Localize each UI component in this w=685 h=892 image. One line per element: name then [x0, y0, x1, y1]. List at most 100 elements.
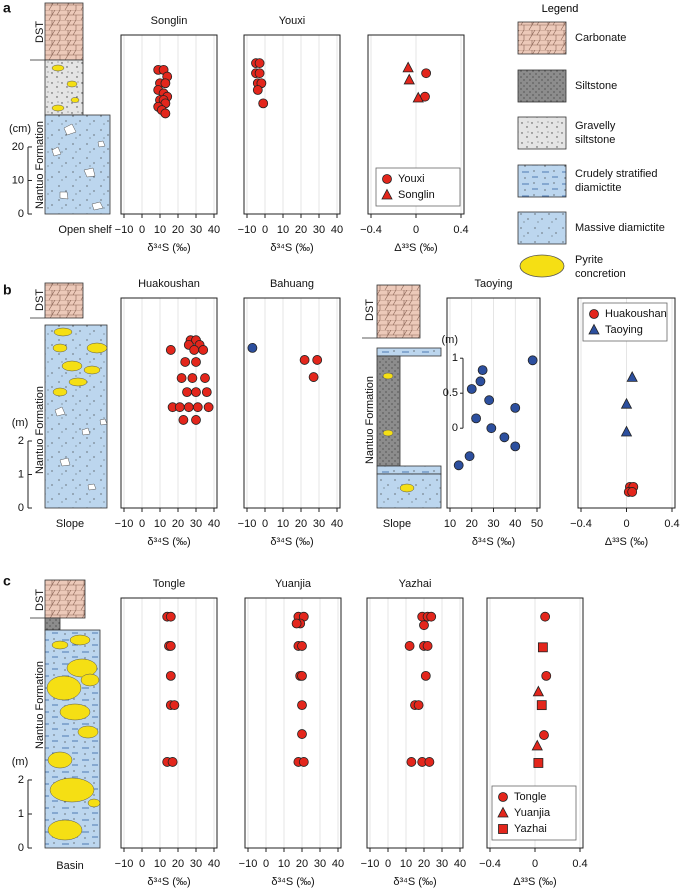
circle-marker [165, 641, 176, 651]
x-tick-label: 0 [385, 858, 391, 870]
circle-marker [426, 611, 437, 622]
x-tick-label: 10 [154, 858, 166, 870]
chart-title: Yuanjia [275, 578, 312, 590]
circle-marker [477, 365, 488, 376]
circle-marker [198, 345, 209, 355]
legend-label: Songlin [398, 189, 435, 201]
circle-marker [312, 355, 323, 365]
circle-marker [299, 355, 310, 365]
x-tick-label: 0.4 [664, 518, 679, 530]
circle-marker [182, 387, 192, 398]
x-tick-label: 10 [444, 518, 456, 530]
circle-marker [252, 85, 263, 95]
x-tick-label: 10 [154, 518, 166, 530]
legend-label: Taoying [605, 324, 643, 336]
plot-frame [486, 597, 584, 849]
x-tick-label: 20 [172, 518, 184, 530]
y-tick-label: 0 [18, 842, 24, 854]
legend-title: Legend [541, 3, 579, 15]
x-tick-label: 10 [278, 858, 290, 870]
circle-marker [541, 670, 552, 681]
plot-frame [120, 597, 218, 849]
x-tick-label: 0 [413, 224, 419, 236]
circle-marker [176, 373, 187, 383]
circle-marker [291, 618, 302, 629]
circle-marker [308, 372, 319, 382]
x-tick-label: 40 [208, 518, 220, 530]
panel-label: c [3, 573, 11, 589]
column-label: Nantuo Formation [34, 386, 46, 474]
circle-marker [203, 402, 214, 413]
y-axis-label: (m) [442, 334, 459, 346]
circle-marker [475, 376, 486, 387]
column-label: Nantuo Formation [34, 121, 46, 209]
square-marker [537, 642, 548, 653]
x-tick-label: 30 [313, 224, 325, 236]
circle-marker [424, 757, 435, 767]
setting-label: Slope [383, 518, 411, 530]
legend-label: Massive diamictite [575, 222, 665, 234]
circle-marker [189, 345, 200, 355]
x-axis-label: δ³⁴S (‰) [270, 536, 313, 548]
column-c [30, 579, 101, 849]
legend-label: Siltstone [575, 80, 618, 92]
y-tick-label: 0.5 [443, 387, 458, 399]
chart-title: Bahuang [270, 278, 314, 290]
circle-marker [254, 58, 265, 69]
x-tick-label: 20 [296, 858, 308, 870]
circle-marker [419, 620, 429, 631]
x-tick-label: −0.4 [479, 858, 501, 870]
chart-title: Taoying [475, 278, 513, 290]
x-tick-label: −10 [238, 224, 257, 236]
circle-marker [486, 423, 497, 434]
legend-label: Carbonate [575, 32, 627, 44]
y-axis-unit: (m) [12, 417, 29, 429]
legend-box [582, 302, 668, 342]
legend-label: Gravelly siltstone [575, 120, 616, 146]
x-tick-label: 30 [190, 858, 202, 870]
legend-label: Yuanjia [514, 807, 551, 819]
circle-marker [297, 700, 307, 711]
circle-marker [167, 757, 178, 767]
legend-label: Huakoushan [605, 308, 667, 320]
x-tick-label: 40 [509, 518, 521, 530]
circle-marker [404, 641, 415, 651]
triangle-marker [620, 425, 633, 437]
legend-label: Tongle [514, 791, 546, 803]
circle-marker [510, 402, 521, 413]
panel-label: a [3, 0, 11, 16]
x-tick-label: 0.4 [572, 858, 587, 870]
circle-marker [200, 373, 210, 383]
column-label: DST [364, 299, 376, 321]
x-tick-label: 40 [208, 858, 220, 870]
plot-frame [120, 34, 218, 215]
y-tick-label: 2 [18, 774, 24, 786]
plot-frame [243, 297, 341, 509]
x-axis-label: Δ³³S (‰) [394, 242, 437, 254]
legend-swatches [517, 21, 567, 278]
x-tick-label: 0 [262, 518, 268, 530]
triangle-marker [412, 91, 424, 103]
x-tick-label: 0 [262, 224, 268, 236]
column-label: Nantuo Formation [34, 661, 46, 749]
setting-label: Open shelf [58, 224, 112, 236]
setting-label: Basin [56, 860, 84, 872]
x-tick-label: 20 [418, 858, 430, 870]
x-axis-label: δ³⁴S (‰) [147, 242, 190, 254]
plot-frame [120, 297, 218, 509]
x-tick-label: 0 [623, 518, 629, 530]
plot-frame [366, 597, 464, 849]
x-axis-label: δ³⁴S (‰) [472, 536, 515, 548]
circle-marker [499, 432, 510, 443]
x-tick-label: 10 [277, 518, 289, 530]
plot-frame [244, 597, 342, 849]
x-tick-label: 30 [190, 518, 202, 530]
legend-label: Youxi [398, 173, 425, 185]
circle-marker [165, 345, 176, 355]
x-axis-label: δ³⁴S (‰) [147, 876, 190, 888]
y-tick-label: 20 [12, 141, 24, 153]
circle-marker [453, 460, 464, 471]
x-tick-label: 30 [314, 858, 326, 870]
square-marker [533, 758, 544, 768]
triangle-marker [403, 73, 415, 85]
